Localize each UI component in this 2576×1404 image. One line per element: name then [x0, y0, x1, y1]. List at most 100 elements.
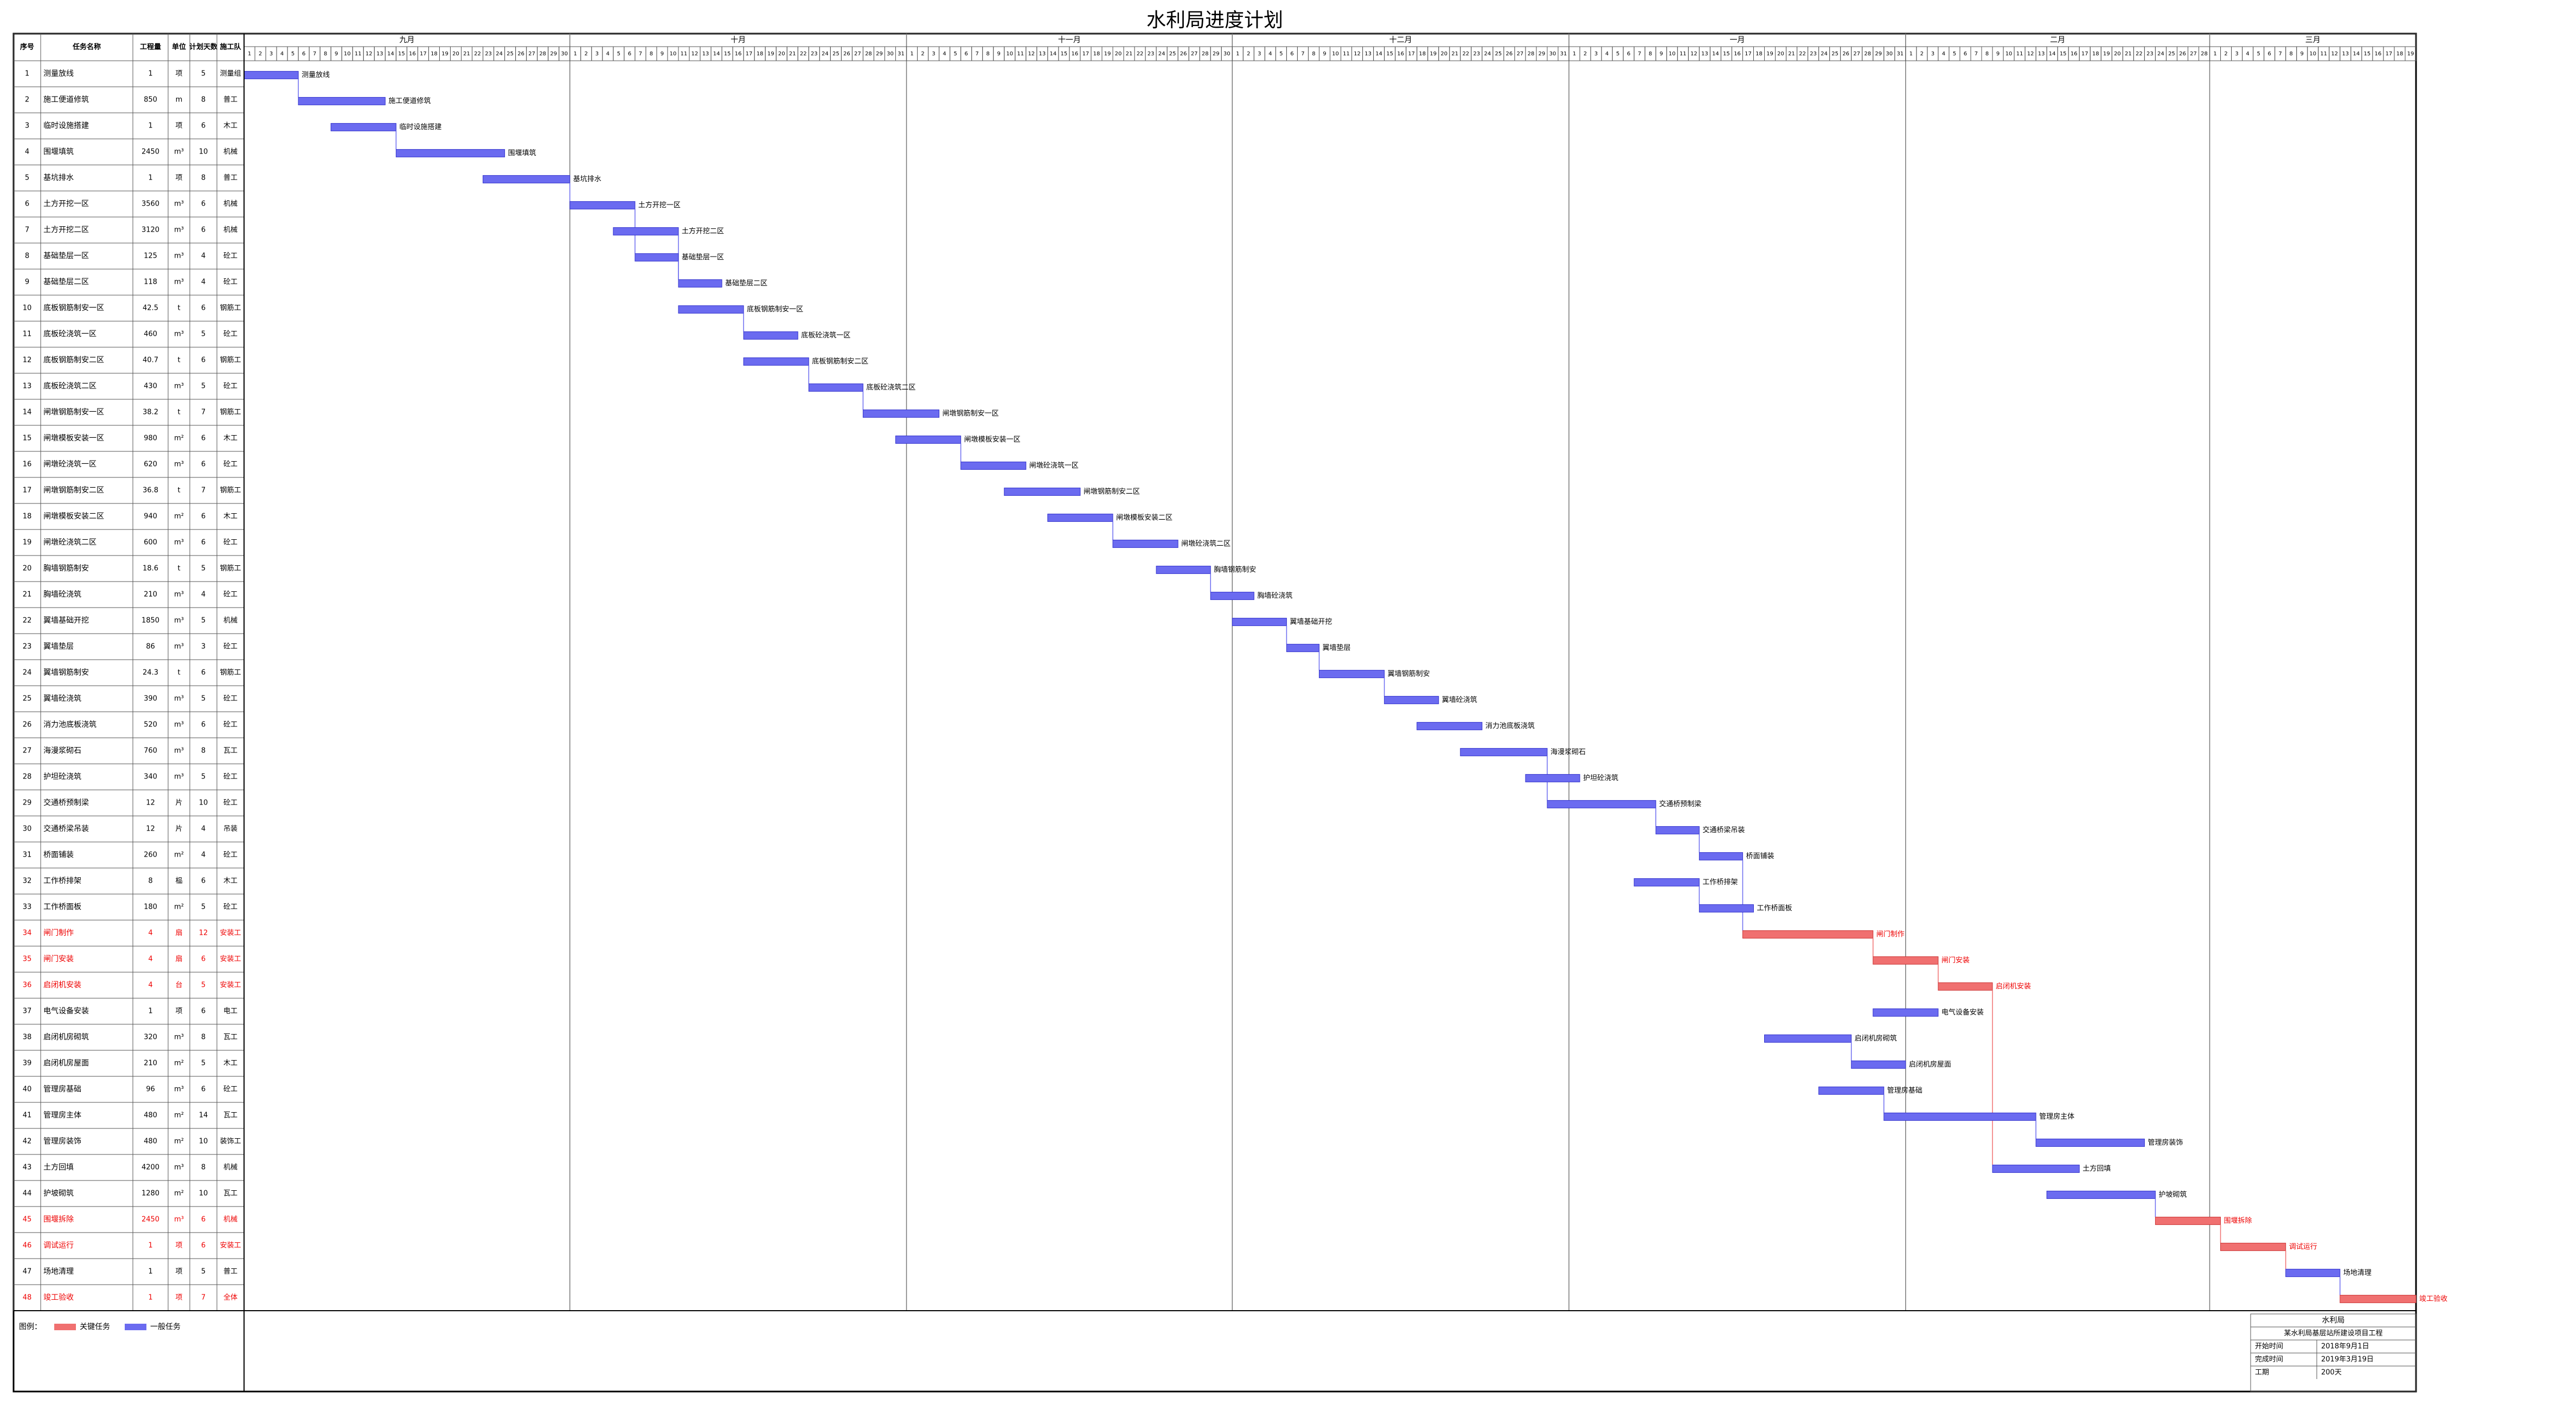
bar-label: 闸墩模板安装二区 — [1116, 514, 1172, 522]
table-text: 8 — [148, 877, 152, 885]
table-text: 20 — [23, 565, 32, 573]
table-text: 瓦工 — [223, 1033, 238, 1042]
task-bar — [1699, 904, 1754, 912]
task-bar — [330, 123, 396, 131]
table-text: 测量放线 — [43, 69, 74, 78]
table-text: 临时设施搭建 — [43, 122, 89, 130]
table-text: 1850 — [142, 617, 159, 625]
table-text: 项 — [175, 70, 182, 78]
table-text: 4 — [201, 252, 206, 260]
day-label: 1 — [2213, 51, 2216, 57]
day-label: 16 — [2375, 51, 2382, 57]
table-text: 基坑排水 — [43, 173, 74, 182]
task-bar — [1286, 643, 1319, 652]
table-text: 瓦工 — [223, 1190, 238, 1198]
day-label: 3 — [932, 51, 935, 57]
table-text: 21 — [23, 591, 32, 599]
bar-label: 竣工验收 — [2419, 1294, 2447, 1303]
table-text: t — [177, 669, 180, 677]
day-label: 7 — [1638, 51, 1641, 57]
day-label: 15 — [1061, 51, 1068, 57]
day-label: 23 — [1148, 51, 1155, 57]
day-label: 28 — [539, 51, 546, 57]
table-text: 瓦工 — [223, 1112, 238, 1120]
table-text: m³ — [174, 1164, 184, 1172]
day-label: 7 — [2279, 51, 2282, 57]
day-label: 1 — [1909, 51, 1913, 57]
day-label: 1 — [1236, 51, 1239, 57]
day-label: 25 — [1495, 51, 1502, 57]
table-text: 砼工 — [223, 330, 238, 339]
table-text: m² — [174, 1138, 184, 1146]
table-text: 180 — [144, 903, 157, 911]
bar-label: 基础垫层二区 — [725, 279, 767, 288]
day-label: 28 — [2201, 51, 2208, 57]
day-label: 2 — [1584, 51, 1587, 57]
table-text: 36 — [23, 981, 32, 990]
day-label: 13 — [2342, 51, 2349, 57]
table-text: 17 — [23, 487, 32, 495]
day-label: 11 — [1343, 51, 1350, 57]
table-text: m³ — [174, 643, 184, 651]
day-label: 2 — [1920, 51, 1924, 57]
day-label: 15 — [2364, 51, 2371, 57]
task-bar — [1210, 591, 1254, 600]
task-bar — [2046, 1190, 2156, 1199]
day-label: 17 — [1408, 51, 1415, 57]
day-label: 17 — [1082, 51, 1090, 57]
day-label: 20 — [2114, 51, 2121, 57]
table-text: 430 — [144, 382, 157, 391]
table-text: 6 — [201, 461, 206, 469]
table-text: 8 — [201, 1033, 206, 1042]
bar-label: 管理房基础 — [1887, 1086, 1923, 1095]
day-label: 5 — [1279, 51, 1283, 57]
table-text: m — [176, 96, 183, 104]
day-label: 12 — [1028, 51, 1035, 57]
table-text: 海漫浆砌石 — [43, 746, 81, 755]
table-text: 管理房基础 — [43, 1084, 81, 1094]
day-label: 9 — [2301, 51, 2304, 57]
table-text: 39 — [23, 1060, 32, 1068]
day-label: 3 — [1258, 51, 1261, 57]
table-text: 3120 — [142, 226, 159, 234]
day-label: 4 — [943, 51, 946, 57]
day-label: 19 — [1766, 51, 1773, 57]
day-label: 25 — [507, 51, 514, 57]
day-label: 4 — [606, 51, 610, 57]
day-label: 21 — [2125, 51, 2132, 57]
table-text: 围堰拆除 — [43, 1215, 74, 1224]
table-text: 项 — [175, 1007, 182, 1016]
table-text: 2450 — [142, 1216, 159, 1224]
title-block-value: 200天 — [2321, 1369, 2342, 1377]
task-bar — [1417, 722, 1483, 730]
day-label: 12 — [1690, 51, 1697, 57]
day-label: 21 — [789, 51, 796, 57]
table-text: m² — [174, 513, 184, 521]
table-text: 41 — [23, 1112, 32, 1120]
table-text: 机械 — [223, 1216, 238, 1224]
bar-label: 围堰填筑 — [508, 149, 536, 157]
title-block-project: 某水利局基层站所建设项目工程 — [2284, 1330, 2382, 1338]
day-label: 27 — [2190, 51, 2197, 57]
day-label: 24 — [1821, 51, 1828, 57]
table-text: m³ — [174, 461, 184, 469]
table-text: 闸墩钢筋制安一区 — [43, 407, 104, 417]
table-text: 砼工 — [223, 382, 238, 391]
bar-label: 闸墩模板安装一区 — [964, 436, 1021, 444]
table-text: 项 — [175, 1242, 182, 1250]
month-label: 十月 — [730, 36, 746, 44]
day-label: 23 — [1473, 51, 1480, 57]
column-header: 任务名称 — [72, 43, 101, 52]
day-label: 18 — [2396, 51, 2404, 57]
table-text: 42.5 — [143, 304, 158, 312]
table-text: 45 — [23, 1216, 32, 1224]
table-text: m³ — [174, 1086, 184, 1094]
day-label: 17 — [420, 51, 427, 57]
day-label: 18 — [1093, 51, 1100, 57]
day-label: 27 — [1853, 51, 1860, 57]
table-text: 14 — [199, 1112, 208, 1120]
task-bar — [1992, 1164, 2080, 1173]
day-label: 31 — [1896, 51, 1904, 57]
day-label: 1 — [248, 51, 251, 57]
bar-label: 管理房主体 — [2039, 1112, 2074, 1121]
